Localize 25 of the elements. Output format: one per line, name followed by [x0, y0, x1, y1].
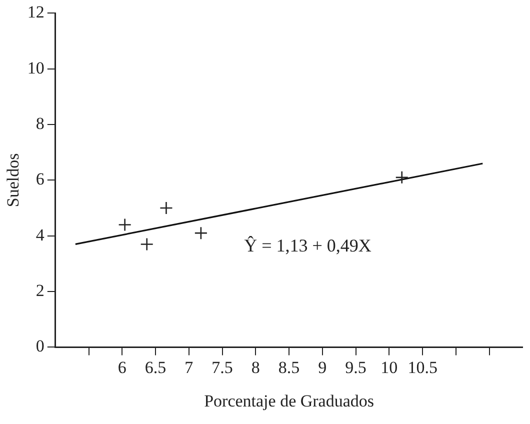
point: [140, 238, 154, 251]
point: [395, 170, 409, 184]
y-tick-label: 0: [36, 336, 44, 356]
y-axis-title: Sueldos: [4, 153, 23, 208]
point: [194, 226, 208, 240]
x-tick-label: 8.5: [278, 358, 300, 377]
x-tick-label: 9.5: [345, 358, 366, 377]
x-tick-label: 6: [118, 358, 126, 377]
annotation: Ŷ = 1,13 + 0,49X: [244, 236, 372, 256]
x-tick-label: 8: [251, 358, 260, 377]
y-tick-label: 6: [36, 170, 44, 189]
x-tick-label: 7: [184, 358, 194, 377]
x-tick-label: 10.5: [408, 358, 438, 377]
x-tick-label: 6.5: [144, 358, 166, 377]
y-tick-label: 8: [36, 114, 44, 133]
y-tick-label: 12: [27, 2, 44, 22]
x-tick-label: 7.5: [212, 358, 233, 377]
x-tick-label: 10: [380, 358, 398, 377]
y-tick-label: 2: [36, 281, 44, 300]
x-tick-label: 9: [318, 358, 327, 377]
x-axis-title: Porcentaje de Graduados: [204, 391, 374, 410]
point: [118, 218, 132, 232]
y-tick-label: 10: [27, 58, 44, 78]
point: [160, 201, 173, 215]
y-tick-label: 4: [36, 225, 45, 244]
